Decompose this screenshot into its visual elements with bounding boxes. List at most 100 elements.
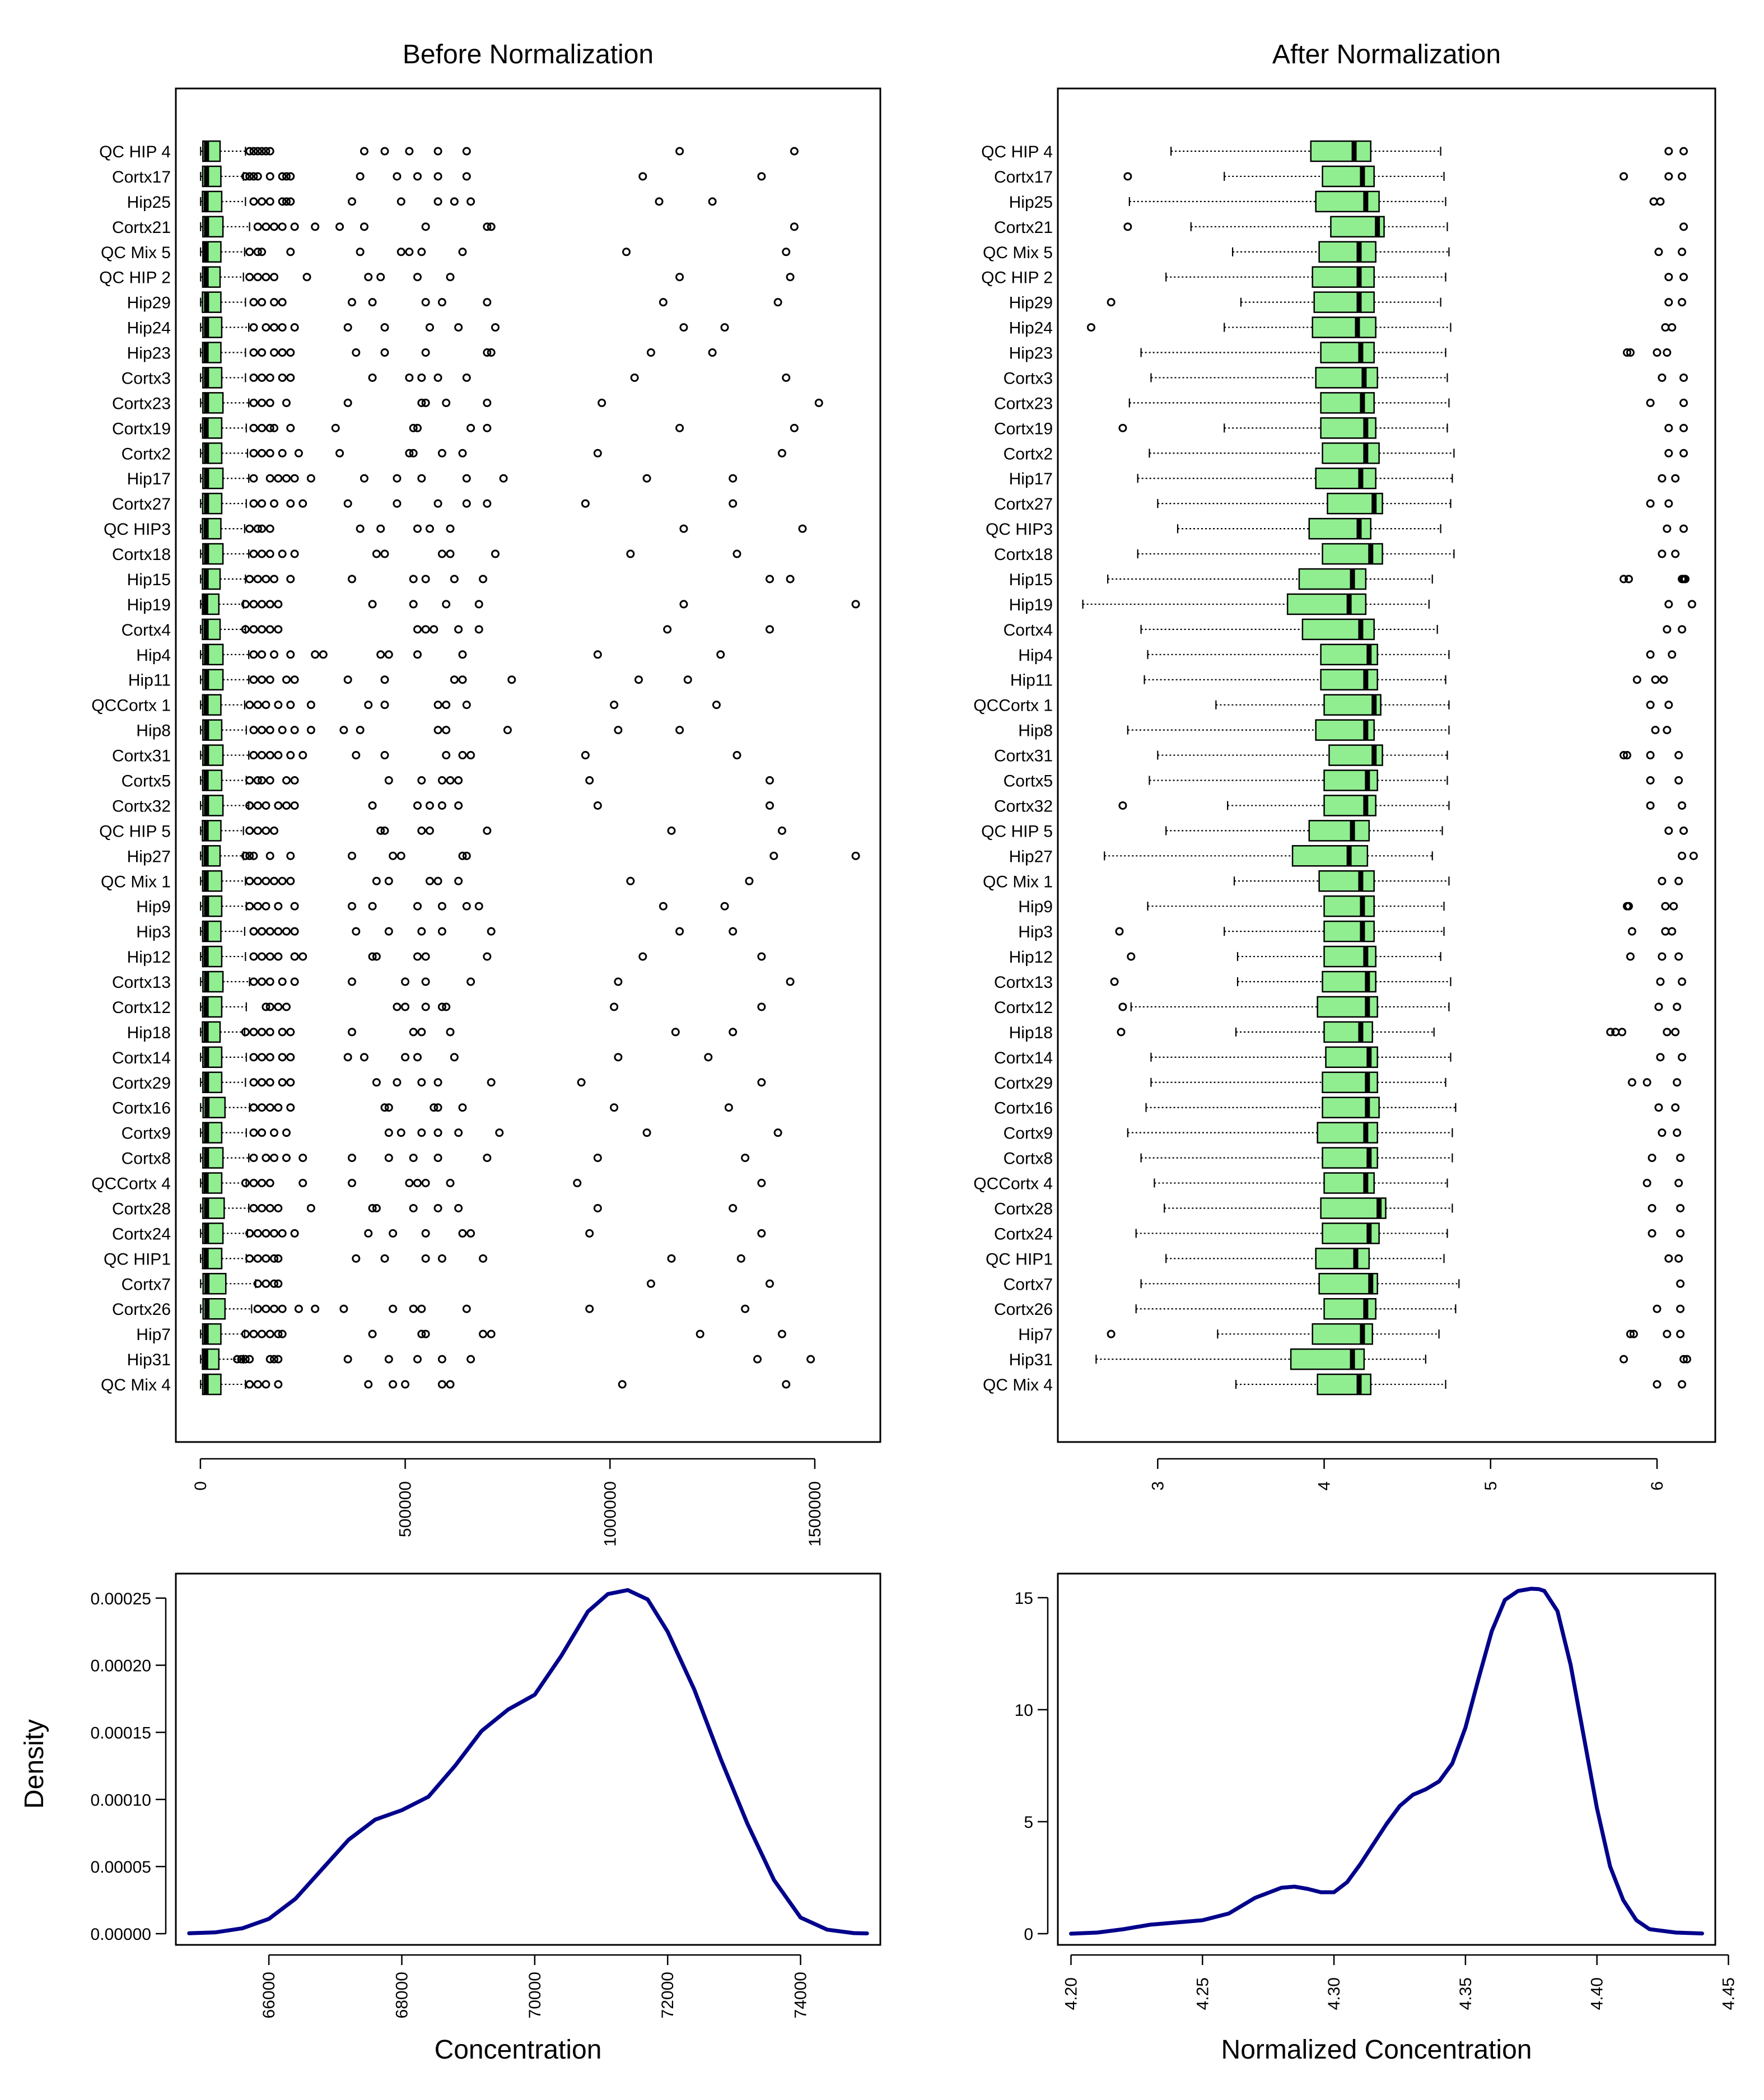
density-normalized-xlabel: Normalized Concentration: [1221, 2035, 1532, 2065]
boxplot-before-outlier-point: [352, 348, 361, 357]
boxplot-before-row: Cortx26: [112, 1298, 750, 1320]
boxplot-before-outlier-point: [372, 876, 381, 885]
boxplot-before-outlier-point: [442, 398, 451, 407]
boxplot-before-category-label: Hip31: [127, 1351, 171, 1369]
boxplot-before-outlier-point: [249, 751, 258, 760]
boxplot-before-row: Cortx17: [112, 165, 766, 188]
boxplot-before-outlier-point: [766, 776, 774, 785]
density-concentration-xlabel: Concentration: [435, 2035, 602, 2065]
boxplot-before-outlier-point: [278, 222, 287, 231]
boxplot-before-row: Cortx24: [112, 1222, 766, 1244]
boxplot-before-outlier-point: [249, 172, 258, 181]
boxplot-before-outlier-point: [282, 474, 291, 483]
boxplot-after-outlier-point: [1659, 675, 1668, 684]
boxplot-after-outlier-point: [1123, 222, 1132, 231]
boxplot-after-outlier-point: [1664, 147, 1673, 156]
boxplot-before-outlier-point: [258, 449, 267, 458]
boxplot-before-outlier-point: [462, 701, 471, 710]
boxplot-before-outlier-point: [757, 172, 766, 181]
boxplot-before-row: QC HIP1: [104, 1248, 745, 1270]
boxplot-before-category-label: Hip7: [136, 1326, 171, 1344]
boxplot-after-outlier-point: [1689, 851, 1698, 860]
density-concentration-x-tick-label: 72000: [659, 1972, 677, 2018]
boxplot-before-outlier-point: [790, 147, 799, 156]
boxplot-before-row: Cortx13: [112, 970, 795, 993]
boxplot-after-outlier-point: [1661, 902, 1670, 911]
boxplot-after-box: [1323, 1021, 1373, 1043]
boxplot-after-outlier-point: [1627, 1078, 1636, 1087]
boxplot-before-outlier-point: [405, 248, 414, 256]
boxplot-before-outlier-point: [331, 423, 340, 432]
boxplot-before-outlier-point: [782, 373, 791, 382]
boxplot-before-category-label: Cortx5: [122, 772, 171, 791]
boxplot-before-outlier-point: [262, 801, 270, 810]
boxplot-before-outlier-point: [433, 373, 442, 382]
boxplot-before-outlier-point: [646, 348, 655, 357]
boxplot-after-outlier-point: [1678, 172, 1687, 181]
boxplot-before-outlier-point: [638, 952, 647, 961]
boxplot-before-outlier-point: [421, 222, 430, 231]
boxplot-after-box: [1310, 140, 1372, 162]
density-concentration-frame: [175, 1572, 881, 1946]
boxplot-after-outlier-point: [1620, 1355, 1628, 1364]
boxplot-before-outlier-point: [258, 197, 267, 206]
boxplot-after-box: [1286, 593, 1367, 615]
boxplot-before-outlier-point: [233, 1355, 242, 1364]
boxplot-before-outlier-point: [396, 851, 405, 860]
boxplot-before-outlier-point: [249, 197, 258, 206]
boxplot-before-outlier-point: [241, 1355, 250, 1364]
boxplot-before-outlier-point: [786, 575, 795, 584]
boxplot-before-outlier-point: [306, 726, 315, 735]
boxplot-before-outlier-point: [437, 1254, 446, 1263]
boxplot-before-outlier-point: [348, 851, 356, 860]
boxplot-before-outlier-point: [249, 499, 258, 508]
boxplot-after-row: QC Mix 1: [983, 870, 1683, 892]
boxplot-after-box: [1313, 291, 1375, 313]
boxplot-before-outlier-point: [265, 549, 274, 558]
boxplot-after-outlier-point: [1658, 549, 1667, 558]
boxplot-before-outlier-point: [278, 1229, 287, 1238]
boxplot-before-outlier-point: [245, 876, 254, 885]
boxplot-after-outlier-point: [1679, 398, 1688, 407]
boxplot-before-category-label: Hip12: [127, 948, 171, 967]
boxplot-after-box: [1291, 845, 1369, 867]
boxplot-after-box: [1315, 190, 1380, 213]
boxplot-before-outlier-point: [270, 826, 279, 835]
boxplot-before-outlier-point: [491, 323, 500, 332]
boxplot-before-outlier-point: [241, 1028, 250, 1037]
boxplot-after-row: Hip31: [1009, 1348, 1691, 1370]
boxplot-before-outlier-point: [368, 1329, 377, 1338]
boxplot-after-x-tick-label: 6: [1648, 1481, 1667, 1491]
density-concentration-panel: 66000 68000 70000 72000 74000 0.00000 0.00005 0…: [91, 1572, 881, 2018]
boxplot-before-outlier-point: [265, 600, 274, 609]
boxplot-before-outlier-point: [274, 902, 283, 911]
boxplot-before-outlier-point: [593, 449, 602, 458]
boxplot-before-outlier-point: [458, 675, 467, 684]
boxplot-before-outlier-point: [667, 1254, 676, 1263]
boxplot-before-outlier-point: [462, 1304, 471, 1313]
boxplot-after-row: QC Mix 4: [983, 1373, 1687, 1396]
boxplot-before-outlier-point: [384, 776, 393, 785]
boxplot-before-outlier-point: [462, 474, 471, 483]
boxplot-before-category-label: Cortx28: [112, 1200, 171, 1218]
boxplot-before-outlier-point: [343, 499, 352, 508]
boxplot-after-outlier-point: [1622, 348, 1631, 357]
boxplot-before-outlier-point: [258, 499, 267, 508]
boxplot-before-outlier-point: [393, 1002, 402, 1011]
boxplot-before-outlier-point: [265, 1078, 274, 1087]
boxplot-after-category-label: Hip18: [1009, 1024, 1053, 1042]
boxplot-before-outlier-point: [458, 751, 467, 760]
boxplot-after-category-label: Hip9: [1018, 898, 1053, 916]
boxplot-before-outlier-point: [265, 398, 274, 407]
boxplot-before-outlier-point: [417, 474, 426, 483]
boxplot-before-outlier-point: [278, 1304, 287, 1313]
boxplot-after-box: [1301, 618, 1375, 641]
boxplot-before-outlier-point: [626, 876, 635, 885]
boxplot-before-row: Hip12: [127, 945, 766, 968]
boxplot-before-outlier-point: [319, 650, 328, 659]
boxplot-after-outlier-point: [1678, 625, 1687, 634]
boxplot-before-outlier-point: [290, 927, 299, 936]
boxplot-before-outlier-point: [851, 600, 860, 609]
boxplot-after-outlier-point: [1107, 1329, 1116, 1338]
boxplot-before-row: Hip8: [136, 719, 684, 741]
